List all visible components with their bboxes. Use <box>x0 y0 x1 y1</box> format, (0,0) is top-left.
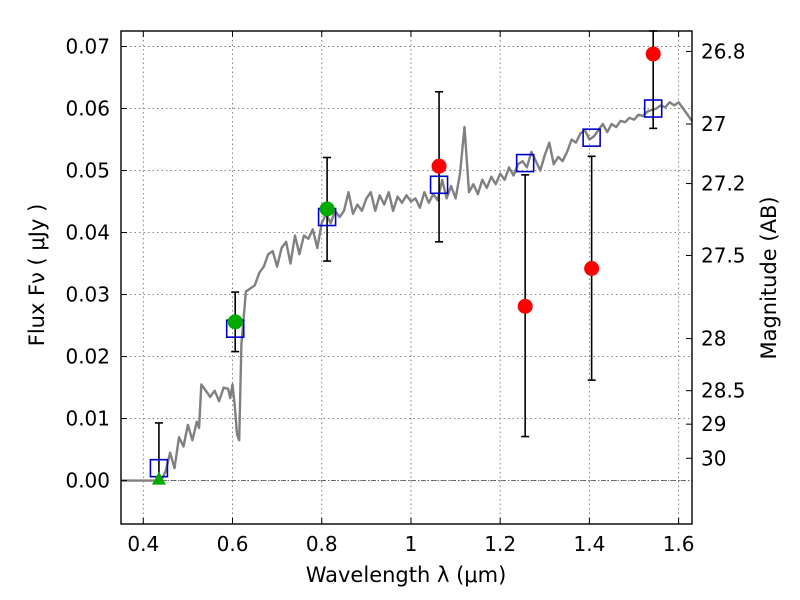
detection-point <box>319 201 335 217</box>
model-spectrum <box>121 101 693 482</box>
upper-limit-triangle <box>151 471 166 485</box>
x-tick-label: 0.6 <box>217 532 249 556</box>
model-photometry-square <box>582 128 601 147</box>
y-tick-label: 0.04 <box>65 221 110 245</box>
model-photometry-square <box>643 99 663 118</box>
plot-frame <box>120 30 693 525</box>
x-axis-label: Wavelength λ (μm) <box>306 563 507 587</box>
right-tick-label: 29 <box>701 412 726 436</box>
x-tick-label: 1 <box>405 532 418 556</box>
right-axis-label: Magnitude (AB) <box>757 196 781 359</box>
data-markers <box>149 46 663 485</box>
y-tick-label: 0.02 <box>65 345 110 369</box>
model-photometry-square <box>429 175 449 195</box>
measurement-point <box>645 46 661 62</box>
x-tick-label: 1.4 <box>573 532 605 556</box>
right-tick-labels: 26.8 27 27.2 27.5 28 28.5 29 30 <box>701 39 746 470</box>
measurement-point <box>431 158 447 174</box>
right-tick-label: 27.2 <box>701 172 746 196</box>
right-tick-label: 28.5 <box>701 379 746 403</box>
y-axis-label: Flux Fν ( μJy ) <box>25 204 49 347</box>
x-tick-label: 0.8 <box>306 532 338 556</box>
y-tick-label: 0.01 <box>65 407 110 431</box>
detection-point <box>227 314 243 330</box>
y-tick-label: 0.00 <box>65 469 110 493</box>
grid <box>121 31 692 524</box>
y-tick-label: 0.07 <box>65 35 110 59</box>
axis-ticks <box>121 31 692 524</box>
x-tick-label: 1.6 <box>663 532 695 556</box>
y-tick-labels: 0.00 0.01 0.02 0.03 0.04 0.05 0.06 0.07 <box>65 35 110 493</box>
right-tick-label: 27 <box>701 112 726 136</box>
right-tick-label: 28 <box>701 327 726 351</box>
right-tick-label: 26.8 <box>701 39 746 63</box>
x-tick-label: 1.2 <box>484 532 516 556</box>
right-tick-label: 30 <box>701 446 726 470</box>
right-tick-label: 27.5 <box>701 243 746 267</box>
y-tick-label: 0.05 <box>65 159 110 183</box>
x-tick-label: 0.4 <box>127 532 159 556</box>
model-spectrum-line <box>121 101 693 482</box>
measurement-point <box>517 298 533 314</box>
measurement-point <box>584 261 600 277</box>
model-photometry-square <box>515 153 535 173</box>
error-bars <box>154 30 658 482</box>
x-tick-labels: 0.4 0.6 0.8 1 1.2 1.4 1.6 <box>127 532 694 556</box>
y-tick-label: 0.03 <box>65 283 110 307</box>
y-tick-label: 0.06 <box>65 97 110 121</box>
